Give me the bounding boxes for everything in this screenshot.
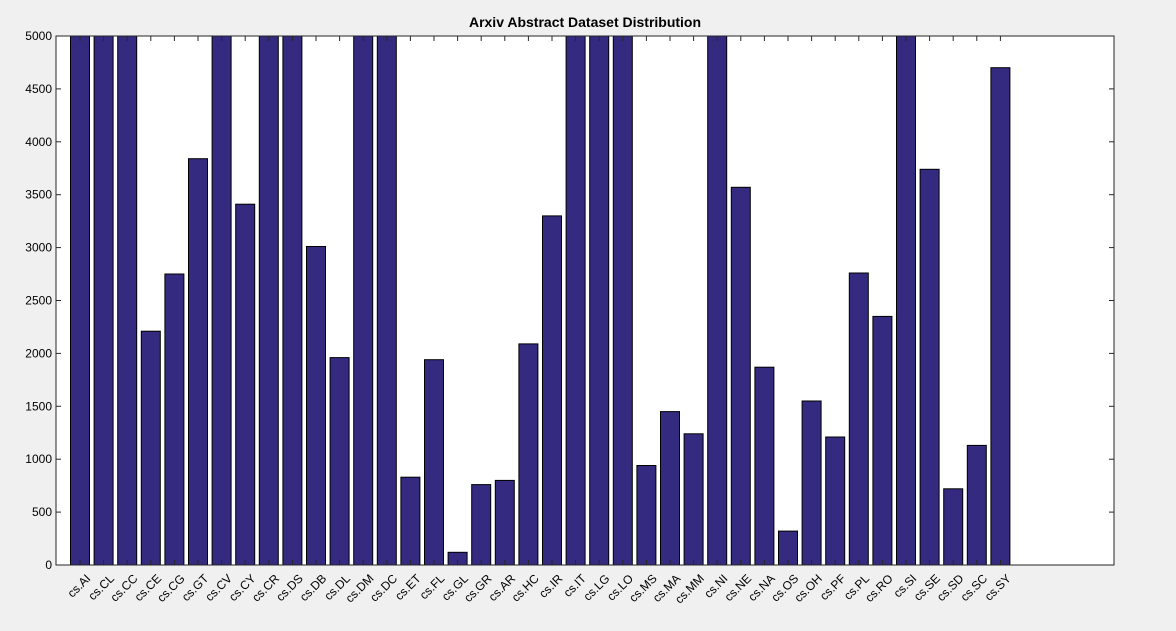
- bar-cs-ds: [282, 35, 303, 566]
- bar-cs-cg: [164, 273, 185, 566]
- bar-cs-ms: [636, 465, 657, 566]
- x-tick-label: cs.RO: [862, 571, 895, 604]
- bar-cs-cl: [93, 35, 114, 566]
- bar-cs-cv: [211, 35, 232, 566]
- bar-cs-lg: [589, 35, 610, 566]
- x-tick-label: cs.HC: [509, 571, 542, 604]
- bar-cs-db: [306, 246, 326, 566]
- bar-cs-dm: [353, 35, 374, 566]
- x-tick-label: cs.PF: [817, 571, 849, 603]
- bar-cs-ai: [70, 35, 90, 566]
- bar-cs-pl: [848, 272, 869, 566]
- y-tick-label: 5000: [25, 29, 52, 43]
- bar-cs-ir: [542, 215, 562, 566]
- y-tick-label: 3000: [25, 241, 52, 255]
- x-tick-label: cs.CG: [154, 571, 187, 604]
- bar-cs-dl: [329, 357, 350, 566]
- x-tick-label: cs.IR: [536, 571, 565, 600]
- bar-cs-gr: [471, 484, 492, 566]
- x-tick-label: cs.GR: [461, 571, 495, 605]
- bar-cs-cr: [258, 35, 279, 566]
- bar-cs-ne: [730, 186, 751, 566]
- y-tick-label: 500: [32, 505, 52, 519]
- bar-cs-hc: [518, 343, 539, 566]
- bar-cs-mm: [683, 433, 704, 566]
- bar-cs-se: [919, 168, 940, 566]
- bar-cs-sc: [966, 444, 987, 566]
- bars-group: [70, 35, 1011, 566]
- bar-cs-ar: [494, 479, 515, 566]
- bar-cs-cy: [235, 203, 256, 566]
- y-tick-label: 1500: [25, 399, 52, 413]
- bar-cs-sy: [990, 67, 1011, 566]
- y-tick-label: 4000: [25, 135, 52, 149]
- x-tick-label: cs.OH: [791, 571, 824, 604]
- bar-cs-it: [565, 35, 586, 566]
- x-tick-label: cs.ET: [392, 571, 424, 603]
- bar-cs-sd: [943, 488, 964, 566]
- bar-cs-lo: [612, 35, 633, 566]
- bar-cs-pf: [825, 436, 846, 566]
- bar-cs-oh: [801, 400, 822, 566]
- x-tick-label: cs.DB: [297, 571, 330, 604]
- y-tick-label: 2500: [25, 294, 52, 308]
- bar-cs-dc: [376, 35, 397, 566]
- x-tick-label: cs.LG: [580, 571, 612, 603]
- bar-cs-os: [778, 530, 798, 566]
- x-tick-label: cs.SY: [982, 571, 1014, 603]
- plot-frame: [55, 35, 1115, 566]
- bar-cs-ce: [140, 330, 161, 566]
- y-tick-label: 2000: [25, 346, 52, 360]
- bar-cs-ma: [660, 411, 680, 566]
- bar-cs-et: [400, 476, 421, 566]
- y-tick-label: 3500: [25, 188, 52, 202]
- bar-cs-gt: [188, 158, 208, 566]
- bar-cs-na: [754, 366, 775, 566]
- bar-cs-ro: [872, 315, 893, 566]
- chart-title: Arxiv Abstract Dataset Distribution: [469, 14, 701, 30]
- bar-cs-ni: [707, 35, 728, 566]
- bar-cs-si: [896, 35, 916, 566]
- y-tick-label: 4500: [25, 82, 52, 96]
- y-axis: 0 500 1000 1500 2000 2500 3000 3500 4000 4500 5000: [25, 29, 1114, 572]
- y-tick-label: 1000: [25, 452, 52, 466]
- x-tick-label: cs.DC: [367, 571, 400, 604]
- y-tick-label: 0: [45, 558, 52, 572]
- bar-cs-fl: [424, 359, 444, 566]
- bar-cs-cc: [117, 35, 138, 566]
- x-tick-label: cs.SC: [958, 571, 991, 604]
